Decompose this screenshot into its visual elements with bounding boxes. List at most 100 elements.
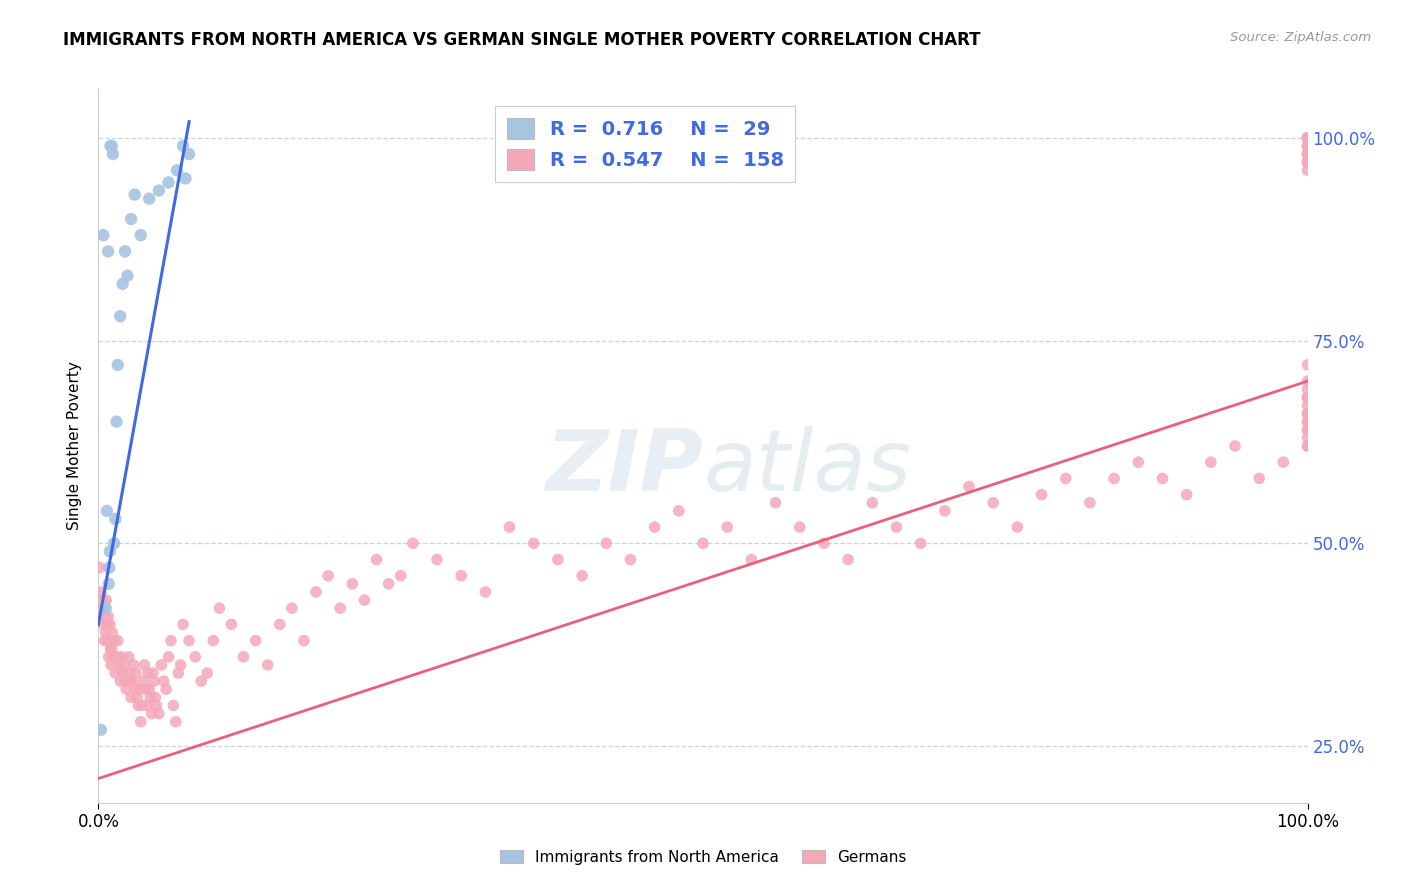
Point [114,674,136,689]
Point [1296,155,1319,169]
Point [167,666,190,681]
Point [837,552,859,566]
Point [94,601,117,615]
Point [353,593,375,607]
Point [523,536,546,550]
Point [100,657,122,672]
Point [103,536,125,550]
Y-axis label: Single Mother Poverty: Single Mother Poverty [67,361,83,531]
Point [305,585,328,599]
Point [765,496,787,510]
Point [129,714,152,729]
Point [1296,439,1319,453]
Point [1223,439,1246,453]
Point [1296,390,1319,404]
Point [115,682,138,697]
Point [143,690,166,705]
Point [91,617,114,632]
Point [342,577,364,591]
Point [104,512,127,526]
Point [96,504,118,518]
Point [184,649,207,664]
Point [1152,471,1174,485]
Point [118,674,141,689]
Point [89,560,111,574]
Point [98,544,121,558]
Point [108,657,131,672]
Point [269,617,291,632]
Point [98,633,121,648]
Point [143,674,166,689]
Point [118,649,141,664]
Point [101,649,124,664]
Point [1296,439,1319,453]
Point [132,674,155,689]
Point [1102,471,1125,485]
Point [934,504,956,518]
Point [138,192,160,206]
Point [114,244,136,259]
Point [111,277,134,291]
Point [1296,431,1319,445]
Point [157,176,180,190]
Point [281,601,304,615]
Point [134,657,156,672]
Point [1007,520,1029,534]
Point [668,504,690,518]
Point [107,633,129,648]
Point [474,585,496,599]
Point [162,698,184,713]
Point [450,568,472,582]
Point [208,601,231,615]
Point [127,698,149,713]
Point [547,552,569,566]
Point [886,520,908,534]
Point [107,358,129,372]
Point [97,577,120,591]
Text: Source: ZipAtlas.com: Source: ZipAtlas.com [1230,31,1371,45]
Point [124,187,146,202]
Point [98,617,121,632]
Point [91,228,114,243]
Point [1296,147,1319,161]
Point [160,633,183,648]
Point [860,496,883,510]
Point [96,593,118,607]
Point [121,674,143,689]
Point [166,163,188,178]
Point [644,520,666,534]
Point [292,633,315,648]
Point [1272,455,1295,469]
Point [1296,155,1319,169]
Point [127,690,149,705]
Point [1296,399,1319,413]
Point [202,633,225,648]
Point [190,674,212,689]
Point [100,641,122,656]
Point [1296,415,1319,429]
Point [100,641,122,656]
Point [740,552,762,566]
Point [595,536,617,550]
Point [1296,155,1319,169]
Point [1175,488,1198,502]
Point [98,560,121,574]
Point [105,649,128,664]
Point [232,649,254,664]
Point [155,682,177,697]
Point [981,496,1004,510]
Point [172,617,194,632]
Text: IMMIGRANTS FROM NORTH AMERICA VS GERMAN SINGLE MOTHER POVERTY CORRELATION CHART: IMMIGRANTS FROM NORTH AMERICA VS GERMAN … [63,31,981,49]
Point [148,706,170,721]
Text: atlas: atlas [703,425,911,509]
Point [97,649,120,664]
Point [1199,455,1222,469]
Point [148,184,170,198]
Point [1296,139,1319,153]
Point [1249,471,1271,485]
Point [1296,131,1319,145]
Point [692,536,714,550]
Point [1296,147,1319,161]
Point [1296,415,1319,429]
Point [135,698,157,713]
